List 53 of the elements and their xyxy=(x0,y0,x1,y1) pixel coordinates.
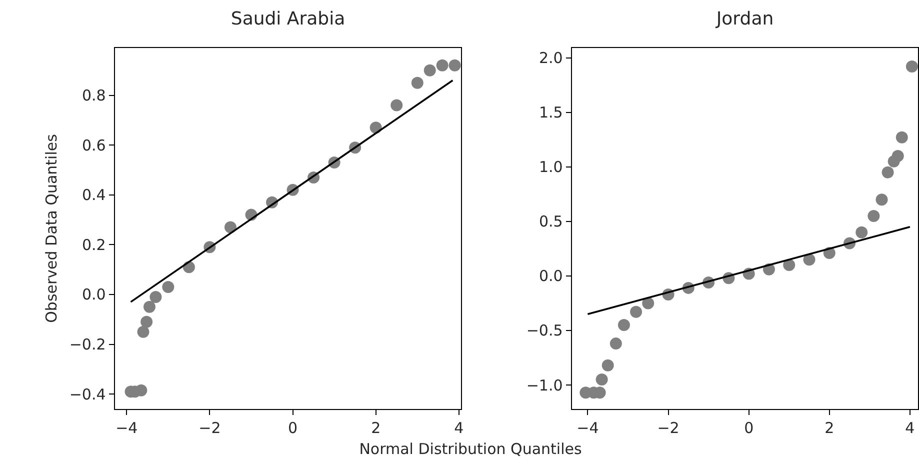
y-tick-label: −0.5 xyxy=(526,322,563,340)
x-tick-label: 4 xyxy=(454,419,464,438)
y-tick-label: 0.0 xyxy=(538,267,563,286)
point xyxy=(882,166,894,178)
point xyxy=(783,259,796,272)
point xyxy=(896,131,908,144)
y-axis-title: Observed Data Quantiles xyxy=(42,134,61,323)
point xyxy=(143,300,156,313)
x-tick-label: 0 xyxy=(744,419,754,438)
point xyxy=(596,374,608,386)
point xyxy=(162,281,174,294)
x-tick-label: −2 xyxy=(198,419,221,438)
x-tick-label: 0 xyxy=(288,419,298,438)
x-tick-label: −2 xyxy=(657,419,680,438)
y-tick-label: −1.0 xyxy=(526,376,563,394)
x-tick-label: −4 xyxy=(116,419,138,438)
point xyxy=(610,338,622,350)
point xyxy=(868,210,880,222)
point xyxy=(906,60,918,73)
point xyxy=(140,316,153,328)
point xyxy=(411,76,424,89)
y-tick-label: 1.5 xyxy=(538,104,563,122)
point xyxy=(137,326,150,338)
point xyxy=(390,99,403,112)
point xyxy=(803,254,816,266)
point xyxy=(856,226,868,238)
point xyxy=(642,297,654,310)
point xyxy=(436,59,448,72)
point xyxy=(618,319,630,332)
chart-title: Saudi Arabia xyxy=(230,8,346,30)
x-tick-label: 2 xyxy=(824,419,834,438)
point xyxy=(876,194,888,206)
point xyxy=(150,290,162,303)
y-tick-label: 2.0 xyxy=(538,49,563,68)
point xyxy=(892,150,904,162)
point xyxy=(448,59,461,72)
chart-title: Jordan xyxy=(715,8,774,30)
x-axis-title: Normal Distribution Quantiles xyxy=(358,440,583,458)
x-tick-label: 2 xyxy=(371,419,381,438)
y-tick-label: 0.2 xyxy=(82,236,106,254)
y-tick-label: 0.6 xyxy=(82,136,106,154)
y-tick-label: −0.2 xyxy=(69,336,106,354)
y-tick-label: 0.4 xyxy=(82,186,106,204)
point xyxy=(630,306,642,318)
y-tick-label: 0.0 xyxy=(82,286,106,304)
x-tick-label: −4 xyxy=(576,419,599,438)
x-tick-label: 4 xyxy=(905,419,915,438)
point xyxy=(602,359,614,372)
y-tick-label: 0.8 xyxy=(82,86,106,105)
y-tick-label: −0.4 xyxy=(69,385,106,404)
y-tick-label: 0.5 xyxy=(538,212,563,231)
y-tick-label: 1.0 xyxy=(538,158,563,176)
point xyxy=(424,64,436,76)
